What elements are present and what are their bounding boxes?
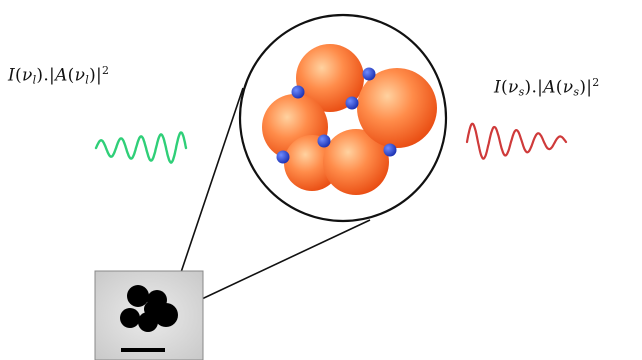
amplitude-symbol: A xyxy=(543,77,556,98)
magnified-view xyxy=(238,13,448,223)
sphere xyxy=(323,129,389,195)
ligand-dot xyxy=(383,143,397,157)
amplitude-symbol: A xyxy=(55,65,68,86)
zoom-line-lower xyxy=(171,219,371,314)
frequency-symbol: ν xyxy=(562,77,574,98)
incident-intensity-formula: I(νl).|A(νl)|2 xyxy=(8,64,110,87)
incident-wave-icon xyxy=(94,131,188,164)
frequency-subscript: s xyxy=(518,85,525,99)
scattered-wave-icon xyxy=(465,122,568,160)
exponent: 2 xyxy=(592,76,600,89)
gold-spheres xyxy=(262,44,437,195)
particle-cluster-image xyxy=(120,285,178,332)
ligand-dot xyxy=(345,96,359,110)
scattered-intensity-formula: I(νs).|A(νs)|2 xyxy=(494,76,600,99)
ligand-dot xyxy=(317,134,331,148)
frequency-subscript: s xyxy=(573,85,580,99)
frequency-subscript: l xyxy=(85,73,90,87)
ligand-dot xyxy=(291,85,305,99)
scale-bar xyxy=(121,348,165,352)
ligand-dot xyxy=(276,150,290,164)
intensity-symbol: I xyxy=(8,65,16,86)
sphere xyxy=(296,44,364,112)
frequency-symbol: ν xyxy=(21,65,33,86)
frequency-symbol: ν xyxy=(74,65,86,86)
zoom-line-upper xyxy=(169,87,244,306)
micrograph-inset xyxy=(94,270,204,360)
intensity-symbol: I xyxy=(494,77,502,98)
exponent: 2 xyxy=(102,64,110,77)
sphere xyxy=(357,68,437,148)
ligand-dot xyxy=(362,67,376,81)
frequency-symbol: ν xyxy=(507,77,519,98)
frequency-subscript: l xyxy=(32,73,37,87)
ligand-dots xyxy=(276,67,397,164)
